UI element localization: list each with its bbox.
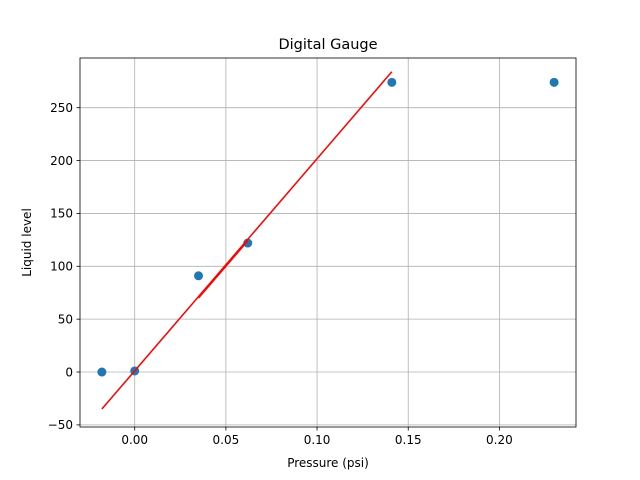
y-tick-label: 150 — [50, 207, 73, 221]
data-point — [97, 367, 107, 377]
y-tick-label: 50 — [58, 312, 73, 326]
fit-line — [197, 240, 249, 299]
fit-line — [101, 71, 393, 410]
chart-title: Digital Gauge — [278, 37, 377, 53]
y-tick-label: −50 — [48, 418, 73, 432]
data-point — [243, 238, 253, 248]
x-axis-ticks: 0.00 0.05 0.10 0.15 0.20 — [121, 427, 513, 447]
y-tick-label: 0 — [65, 365, 73, 379]
y-tick-label: 100 — [50, 260, 73, 274]
x-axis-label: Pressure (psi) — [287, 456, 369, 470]
y-tick-label: 250 — [50, 101, 73, 115]
x-tick-label: 0.10 — [304, 433, 331, 447]
data-point — [194, 271, 204, 281]
plot-frame — [79, 57, 577, 428]
y-tick-label: 200 — [50, 154, 73, 168]
x-tick-label: 0.15 — [395, 433, 422, 447]
y-axis-label: Liquid level — [20, 208, 34, 277]
plot-series — [97, 71, 559, 410]
grid — [80, 58, 576, 427]
y-axis-ticks: −50 0 50 100 150 200 250 — [48, 101, 80, 432]
x-tick-label: 0.00 — [121, 433, 148, 447]
x-tick-label: 0.05 — [213, 433, 240, 447]
x-tick-label: 0.20 — [486, 433, 513, 447]
data-point — [549, 77, 559, 87]
data-point — [387, 77, 397, 87]
